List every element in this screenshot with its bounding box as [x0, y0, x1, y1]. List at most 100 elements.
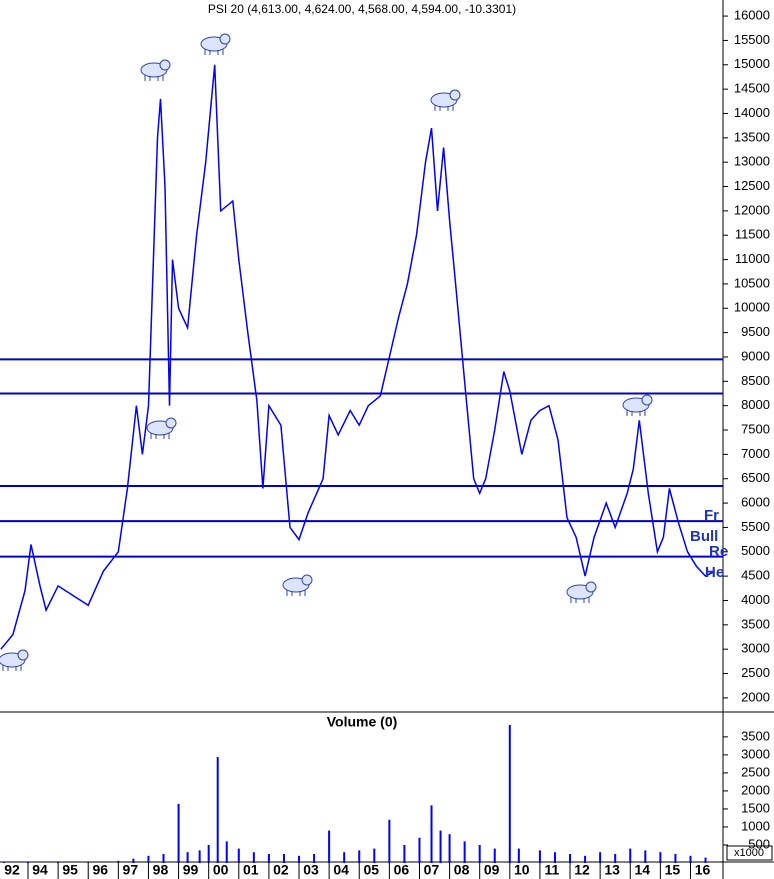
volume-bar: [704, 857, 707, 863]
y-tick-label: 3000: [741, 641, 770, 656]
x-tick-label: 03: [303, 862, 319, 878]
x-tick-label: 00: [213, 862, 229, 878]
x-tick-label: 07: [424, 862, 440, 878]
volume-bar: [132, 858, 135, 863]
x-tick-label: 09: [484, 862, 500, 878]
y-tick-label: 14500: [734, 81, 770, 96]
y-tick-label: 2000: [741, 782, 770, 797]
y-tick-label: 4500: [741, 568, 770, 583]
volume-bar: [659, 852, 662, 863]
y-tick-label: 11000: [735, 251, 770, 266]
volume-bar: [553, 852, 556, 863]
x-tick-label: 98: [153, 862, 169, 878]
annotation: He: [705, 564, 724, 581]
volume-bar: [478, 844, 481, 863]
y-tick-label: 16000: [734, 8, 770, 23]
volume-bar: [343, 852, 346, 863]
annotation: Fr: [704, 507, 719, 524]
y-tick-label: 8000: [741, 397, 770, 412]
y-tick-label: 14000: [734, 105, 770, 120]
volume-bar: [373, 848, 376, 863]
y-tick-label: 1000: [741, 818, 770, 833]
volume-bar: [237, 848, 240, 863]
y-tick-label: 5000: [741, 543, 770, 558]
volume-bar: [538, 850, 541, 863]
volume-bar: [117, 860, 120, 863]
y-tick-label: 500: [748, 836, 770, 851]
x-tick-label: 15: [665, 862, 681, 878]
volume-bar: [418, 837, 421, 863]
x-tick-label: 02: [273, 862, 289, 878]
y-tick-label: 13500: [734, 129, 770, 144]
x-tick-label: 16: [695, 862, 711, 878]
y-tick-label: 10000: [734, 300, 770, 315]
price-line: [0, 64, 715, 650]
volume-bar: [267, 853, 270, 863]
x-tick-label: 97: [123, 862, 139, 878]
volume-bar: [644, 850, 647, 863]
y-tick-label: 7000: [741, 446, 770, 461]
volume-bar: [177, 803, 180, 863]
annotation: Re: [709, 543, 728, 560]
volume-bar: [198, 850, 201, 863]
y-tick-label: 6500: [741, 470, 770, 485]
volume-bar: [403, 844, 406, 863]
volume-bar: [430, 805, 433, 863]
volume-bar: [186, 852, 189, 863]
x-tick-label: 10: [514, 862, 530, 878]
y-tick-label: 11500: [735, 227, 770, 242]
y-tick-label: 3000: [741, 746, 770, 761]
y-tick-label: 9000: [741, 348, 770, 363]
y-tick-label: 15500: [734, 32, 770, 47]
volume-bar: [282, 853, 285, 863]
volume-bar: [252, 852, 255, 863]
volume-title: Volume (0): [327, 714, 398, 730]
y-tick-label: 9500: [741, 324, 770, 339]
y-tick-label: 2500: [741, 764, 770, 779]
volume-bar: [162, 853, 165, 863]
unit-box: [726, 845, 773, 861]
volume-bar: [313, 853, 316, 863]
volume-bar: [629, 848, 632, 863]
volume-bar: [358, 850, 361, 863]
x-tick-label: 94: [32, 862, 48, 878]
volume-bar: [388, 819, 391, 863]
x-tick-label: 05: [363, 862, 379, 878]
volume-bar: [569, 853, 572, 863]
y-tick-label: 3500: [741, 616, 770, 631]
volume-bar: [2, 862, 5, 863]
unit-label: x1000: [734, 847, 764, 859]
y-tick-label: 4000: [741, 592, 770, 607]
annotation: Bull: [690, 528, 718, 545]
y-tick-label: 7500: [741, 421, 770, 436]
chart-title: PSI 20 (4,613.00, 4,624.00, 4,568.00, 4,…: [208, 2, 516, 16]
volume-bar: [599, 852, 602, 863]
x-tick-label: 99: [183, 862, 199, 878]
y-tick-label: 13000: [734, 154, 770, 169]
volume-bar: [493, 848, 496, 863]
y-tick-label: 8500: [741, 373, 770, 388]
x-tick-label: 04: [333, 862, 349, 878]
volume-bar: [439, 830, 442, 863]
y-tick-label: 2000: [741, 689, 770, 704]
y-tick-label: 12500: [734, 178, 770, 193]
x-tick-label: 06: [394, 862, 410, 878]
volume-bar: [147, 855, 150, 863]
volume-bar: [225, 841, 228, 863]
x-tick-label: 13: [604, 862, 620, 878]
x-tick-label: 11: [545, 862, 560, 878]
x-tick-label: 12: [574, 862, 590, 878]
y-tick-label: 10500: [734, 275, 770, 290]
volume-bar: [689, 855, 692, 863]
y-tick-label: 2500: [741, 665, 770, 680]
volume-bar: [207, 844, 210, 863]
volume-bar: [508, 724, 511, 863]
y-tick-label: 1500: [741, 800, 770, 815]
y-tick-label: 6000: [741, 495, 770, 510]
volume-bar: [584, 855, 587, 863]
volume-bar: [517, 848, 520, 863]
y-tick-label: 3500: [741, 728, 770, 743]
volume-bar: [614, 853, 617, 863]
